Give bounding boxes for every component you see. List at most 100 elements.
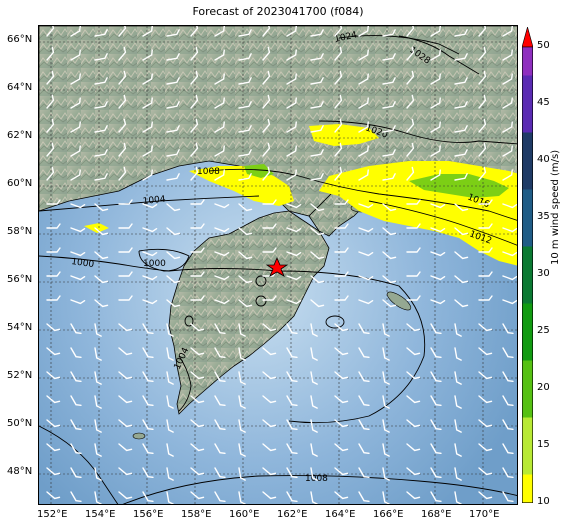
wind-barb xyxy=(238,275,253,284)
wind-barb xyxy=(238,419,246,433)
wind-barb xyxy=(118,46,127,61)
wind-barb xyxy=(46,199,61,205)
wind-barb xyxy=(286,395,298,406)
wind-barb xyxy=(166,419,174,433)
wind-barb xyxy=(190,46,199,61)
wind-barb xyxy=(502,73,513,85)
wind-barb xyxy=(70,323,82,334)
wind-barb xyxy=(382,29,396,37)
wind-barb xyxy=(166,173,180,181)
wind-barb xyxy=(70,49,81,61)
wind-barb xyxy=(406,94,415,109)
wind-barb xyxy=(214,347,226,358)
wind-barb xyxy=(454,419,462,433)
wind-barb xyxy=(118,199,133,205)
colorbar-tick-label: 25 xyxy=(537,325,550,336)
star-marker[interactable] xyxy=(265,256,289,277)
wind-barb xyxy=(478,70,487,85)
colorbar-label: 10 m wind speed (m/s) xyxy=(550,149,561,265)
wind-barb xyxy=(310,53,324,61)
wind-barb xyxy=(310,77,324,85)
wind-barb xyxy=(334,323,349,332)
wind-barb xyxy=(70,395,82,406)
wind-barb xyxy=(502,203,517,209)
lat-label-52: 52°N xyxy=(7,370,33,381)
wind-barb xyxy=(94,467,102,481)
wind-barb xyxy=(502,26,513,37)
wind-barb xyxy=(310,203,325,212)
wind-barb xyxy=(406,419,421,428)
wind-barb xyxy=(310,299,325,308)
wind-barb xyxy=(286,251,302,257)
wind-barb xyxy=(310,251,325,260)
wind-barb xyxy=(286,227,302,233)
colorbar-segment xyxy=(522,104,533,133)
wind-barb xyxy=(94,323,102,337)
colorbar-segment xyxy=(522,75,533,104)
wind-barb xyxy=(478,223,493,229)
wind-barb xyxy=(190,295,205,301)
wind-barb xyxy=(46,395,61,404)
map-panel[interactable]: 1024 1028 1020 1016 1012 1008 1008 1004 … xyxy=(38,25,518,505)
wind-barb xyxy=(454,149,468,157)
wind-barb xyxy=(430,251,446,257)
wind-barb xyxy=(430,97,441,109)
wind-barb xyxy=(70,467,82,478)
wind-barb xyxy=(142,395,154,406)
wind-barb xyxy=(382,299,397,308)
lon-label-160: 160°E xyxy=(229,509,260,520)
wind-barb xyxy=(118,443,133,452)
wind-barb xyxy=(214,26,225,37)
wind-barb xyxy=(214,443,226,454)
wind-barb xyxy=(142,227,158,233)
wind-barb xyxy=(46,271,61,277)
wind-barb xyxy=(406,26,415,37)
wind-barb xyxy=(286,169,297,181)
wind-barb xyxy=(430,347,442,358)
wind-barb xyxy=(502,467,514,478)
wind-barb xyxy=(358,371,370,382)
wind-barb xyxy=(358,467,370,478)
wind-fill-yellow-west xyxy=(189,166,294,206)
wind-barb xyxy=(286,347,298,358)
wind-barb xyxy=(406,467,421,476)
wind-barb xyxy=(358,323,370,334)
wind-barb xyxy=(262,443,277,452)
wind-barb xyxy=(334,94,343,109)
wind-barb xyxy=(478,467,493,476)
wind-barb xyxy=(478,419,493,428)
wind-barb xyxy=(262,395,277,404)
wind-barb xyxy=(262,166,271,181)
wind-barb xyxy=(406,199,421,205)
wind-barb xyxy=(94,149,108,157)
wind-barb xyxy=(454,491,462,504)
wind-barb xyxy=(166,371,174,385)
wind-barb xyxy=(502,145,513,157)
wind-barb xyxy=(238,251,253,260)
wind-barb xyxy=(70,275,86,281)
wind-barb xyxy=(190,94,199,109)
wind-barb xyxy=(406,46,415,61)
wind-barb xyxy=(454,77,468,85)
isobar-label-1000-west: 1000 xyxy=(71,257,95,270)
wind-barb xyxy=(190,142,199,157)
wind-barb xyxy=(502,395,514,406)
wind-barb xyxy=(310,371,318,385)
wind-barb xyxy=(214,275,230,281)
wind-barb xyxy=(46,491,61,500)
wind-barb xyxy=(286,26,297,37)
wind-barb xyxy=(382,149,396,157)
wind-barb xyxy=(478,46,487,61)
wind-barb xyxy=(286,371,298,382)
wind-barb xyxy=(70,73,81,85)
lat-label-64: 64°N xyxy=(7,82,33,93)
wind-barb xyxy=(118,295,133,301)
wind-barb xyxy=(214,419,226,430)
wind-barb xyxy=(70,169,81,181)
wind-barb xyxy=(406,347,421,356)
wind-barb xyxy=(358,203,374,209)
wind-barb xyxy=(454,203,469,212)
wind-barb xyxy=(94,29,108,37)
wind-barb xyxy=(358,395,370,406)
colorbar-segment xyxy=(522,189,533,218)
